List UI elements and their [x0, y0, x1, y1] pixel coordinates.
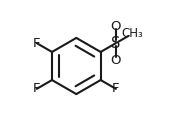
- Text: S: S: [111, 36, 121, 51]
- Text: O: O: [111, 20, 121, 33]
- Text: CH₃: CH₃: [121, 27, 143, 40]
- Text: F: F: [33, 37, 40, 50]
- Text: F: F: [33, 82, 40, 95]
- Text: O: O: [111, 54, 121, 67]
- Text: F: F: [112, 82, 120, 95]
